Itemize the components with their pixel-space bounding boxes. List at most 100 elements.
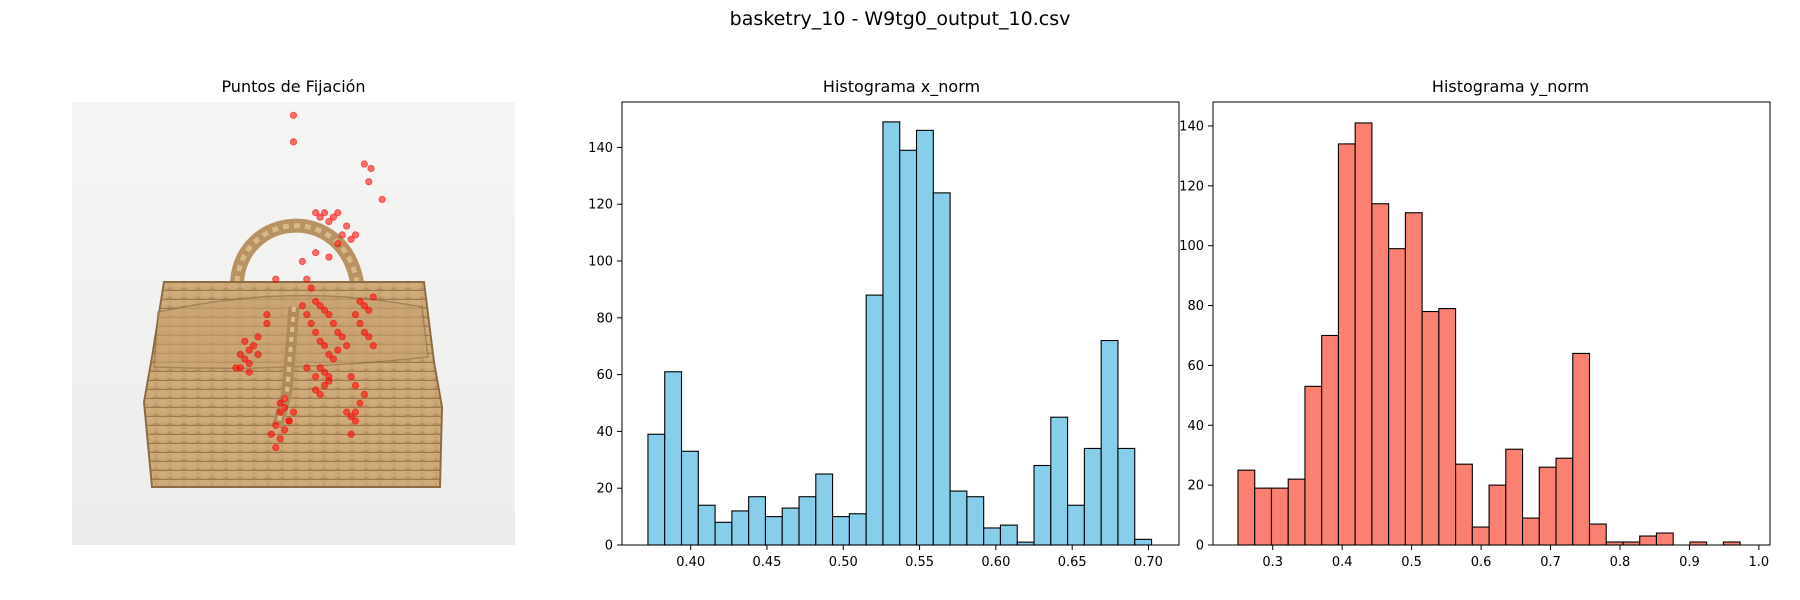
- fixation-point: [254, 350, 262, 359]
- hist-x-ytick-label: 120: [588, 198, 613, 213]
- hist-x-bar: [697, 504, 716, 546]
- hist-y-bar: [1488, 484, 1507, 546]
- hist-x-bar: [999, 524, 1018, 546]
- fixation-point: [289, 138, 298, 146]
- fixation-point: [312, 328, 320, 336]
- fixation-point: [320, 306, 329, 314]
- hist-x-xtick-label: 0.45: [752, 555, 781, 570]
- hist-y-bar: [1304, 385, 1323, 546]
- hist-y-bar: [1371, 203, 1390, 546]
- fixation-point: [245, 359, 253, 367]
- hist-y-ytick-label: 100: [1179, 239, 1204, 254]
- hist-y-bar: [1337, 143, 1356, 546]
- fixation-point: [276, 435, 284, 443]
- hist-y-ytick-label: 40: [1187, 419, 1204, 434]
- fixation-point: [320, 368, 329, 376]
- hist-x-bar: [949, 490, 968, 546]
- hist-x-xtick-label: 0.50: [829, 555, 858, 570]
- hist-x-bar: [647, 433, 666, 546]
- hist-y-xtick-label: 0.9: [1679, 555, 1700, 570]
- fixation-point: [298, 257, 306, 266]
- hist-y-bar: [1555, 457, 1574, 546]
- fixation-point: [378, 195, 386, 204]
- fixation-point: [320, 209, 329, 217]
- fixation-point: [236, 364, 244, 372]
- fixation-point: [325, 311, 333, 319]
- hist-y-bar: [1404, 212, 1423, 546]
- fixation-point: [343, 408, 351, 416]
- hist-y-axes-frame: [1212, 101, 1771, 546]
- hist-y-xtick-label: 0.5: [1401, 555, 1422, 570]
- fixation-point: [329, 355, 337, 363]
- fixation-point: [325, 218, 333, 226]
- fixation-point: [325, 373, 333, 381]
- fixation-point: [312, 386, 320, 394]
- hist-y-bar: [1354, 122, 1373, 546]
- fixation-point: [334, 346, 342, 354]
- fixation-point: [245, 346, 253, 354]
- hist-y-xtick-label: 0.8: [1610, 555, 1631, 570]
- fixation-point: [316, 302, 324, 310]
- hist-x-bar: [1083, 447, 1102, 546]
- hist-x-bar: [1033, 464, 1052, 546]
- fixation-point: [281, 426, 289, 434]
- fixation-point: [351, 311, 360, 319]
- fixation-point: [347, 373, 355, 381]
- hist-y-xtick-label: 0.3: [1262, 555, 1283, 570]
- fixation-point: [356, 319, 364, 328]
- hist-y-bar: [1421, 310, 1440, 546]
- fixation-point: [365, 178, 373, 186]
- hist-y-bar: [1588, 523, 1607, 546]
- hist-x-bar: [1067, 504, 1085, 546]
- hist-x-title: Histograma x_norm: [822, 77, 981, 96]
- hist-y-ytick-label: 0: [1196, 539, 1204, 554]
- fixation-point: [250, 342, 258, 350]
- hist-y-bar: [1655, 532, 1674, 546]
- hist-y-bar: [1388, 248, 1406, 546]
- fixation-point: [303, 311, 311, 319]
- fixation-point: [298, 302, 306, 310]
- hist-y-ytick-label: 60: [1187, 359, 1204, 374]
- fixation-point: [351, 408, 360, 416]
- hist-y-ytick-label: 140: [1179, 119, 1204, 134]
- hist-y-bar: [1572, 352, 1591, 546]
- fixation-point: [334, 328, 342, 336]
- fixation-point: [365, 306, 373, 314]
- fixation-point: [356, 297, 364, 305]
- hist-x-bar: [915, 129, 934, 546]
- fixation-point: [316, 390, 324, 398]
- hist-y-bar: [1270, 487, 1289, 546]
- fixation-point: [312, 373, 320, 381]
- hist-x-bar: [832, 516, 850, 546]
- hist-x-ytick-label: 60: [596, 368, 613, 383]
- hist-x-bar: [882, 121, 901, 546]
- fixation-point: [365, 333, 373, 341]
- fixation-point: [316, 364, 324, 372]
- hist-y-bar: [1287, 478, 1306, 546]
- hist-x-xtick-label: 0.60: [981, 555, 1010, 570]
- fixation-point: [347, 235, 355, 243]
- fixation-point: [320, 381, 329, 390]
- hist-x-ytick-label: 20: [596, 482, 613, 497]
- hist-x-xtick-label: 0.55: [905, 555, 934, 570]
- fixation-point: [245, 368, 253, 376]
- fixation-point: [307, 319, 315, 328]
- fixation-point: [281, 404, 289, 412]
- fixation-point: [303, 275, 311, 283]
- fixation-point: [263, 319, 271, 328]
- hist-x-bar: [1117, 447, 1136, 546]
- fixation-point: [360, 390, 368, 398]
- hist-x-bar: [748, 496, 766, 546]
- fixation-points: [232, 111, 386, 452]
- hist-y-xtick-label: 0.7: [1540, 555, 1561, 570]
- hist-y-xtick-label: 0.6: [1471, 555, 1492, 570]
- fixation-point: [343, 222, 351, 230]
- hist-y-bar: [1538, 466, 1557, 546]
- hist-x-bar: [1100, 339, 1119, 546]
- hist-x-axes-frame: [621, 101, 1180, 546]
- hist-y-ytick-label: 120: [1179, 179, 1204, 194]
- hist-y-ytick-label: 80: [1187, 299, 1204, 314]
- hist-y-bar: [1321, 334, 1339, 546]
- fixation-panel-title: Puntos de Fijación: [221, 77, 366, 96]
- hist-y-bar: [1455, 463, 1473, 546]
